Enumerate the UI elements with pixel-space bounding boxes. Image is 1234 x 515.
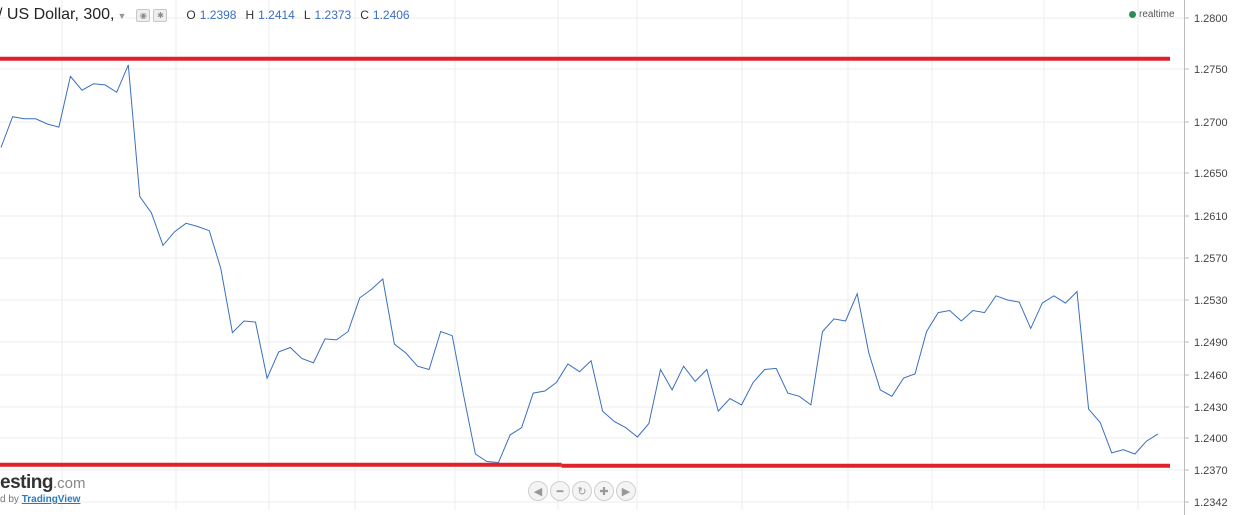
- y-tick-label: 1.2570: [1194, 253, 1228, 265]
- zoom-in-button[interactable]: ✚: [594, 481, 614, 501]
- zoom-out-icon: ━: [556, 485, 564, 498]
- y-tick-label: 1.2750: [1194, 64, 1228, 76]
- close-label: C: [360, 8, 369, 22]
- open-label: O: [186, 8, 196, 22]
- status-dot-icon: [1129, 11, 1136, 18]
- chevron-left-icon: ◀: [533, 485, 543, 498]
- y-tick-label: 1.2430: [1194, 402, 1228, 414]
- zoom-in-icon: ✚: [599, 485, 609, 498]
- eye-icon[interactable]: ◉: [136, 8, 151, 22]
- tradingview-link[interactable]: TradingView: [21, 494, 81, 505]
- branding: esting.com d by TradingView: [0, 473, 85, 505]
- y-tick-label: 1.2460: [1194, 370, 1228, 382]
- y-tick-label: 1.2370: [1194, 465, 1228, 477]
- high-value: 1.2414: [258, 8, 295, 22]
- chart-header: / US Dollar, 300, ▼ ◉ ✱ O 1.2398 H 1.241…: [0, 5, 415, 25]
- chevron-right-icon: ▶: [621, 485, 631, 498]
- realtime-label: realtime: [1139, 9, 1175, 20]
- y-tick-label: 1.2530: [1194, 295, 1228, 307]
- chart-navigation: ◀ ━ ↻ ✚ ▶: [528, 481, 636, 501]
- scroll-right-button[interactable]: ▶: [616, 481, 636, 501]
- reset-icon: ↻: [577, 485, 587, 498]
- y-tick-label: 1.2400: [1194, 433, 1228, 445]
- price-series-line: [0, 64, 1159, 464]
- price-axis: 1.2800 1.2750 1.2700 1.2650 1.2610 1.2570 1.25…: [1184, 13, 1228, 509]
- y-tick-label: 1.2650: [1194, 168, 1228, 180]
- reset-button[interactable]: ↻: [572, 481, 592, 501]
- chart-grid: [0, 0, 1184, 510]
- y-tick-label: 1.2800: [1194, 13, 1228, 25]
- ohlc-values: O 1.2398 H 1.2414 L 1.2373 C 1.2406: [186, 8, 414, 22]
- scroll-left-button[interactable]: ◀: [528, 481, 548, 501]
- logo-suffix: .com: [52, 475, 86, 492]
- close-value: 1.2406: [372, 8, 410, 22]
- chevron-down-icon[interactable]: ▼: [117, 11, 127, 21]
- logo-text: esting: [0, 472, 53, 493]
- zoom-out-button[interactable]: ━: [550, 481, 570, 501]
- y-tick-label: 1.2342: [1194, 497, 1228, 509]
- open-value: 1.2398: [199, 8, 237, 22]
- level-lines: [0, 56, 1170, 468]
- powered-by-text: d by: [0, 494, 19, 505]
- realtime-indicator: realtime: [1129, 9, 1175, 20]
- gear-icon[interactable]: ✱: [153, 8, 168, 22]
- y-tick-label: 1.2700: [1194, 117, 1228, 129]
- low-value: 1.2373: [314, 8, 352, 22]
- symbol-title: / US Dollar, 300,: [0, 6, 115, 23]
- high-label: H: [245, 8, 255, 22]
- y-tick-label: 1.2610: [1194, 211, 1228, 223]
- low-label: L: [303, 8, 311, 22]
- y-tick-label: 1.2490: [1194, 337, 1228, 349]
